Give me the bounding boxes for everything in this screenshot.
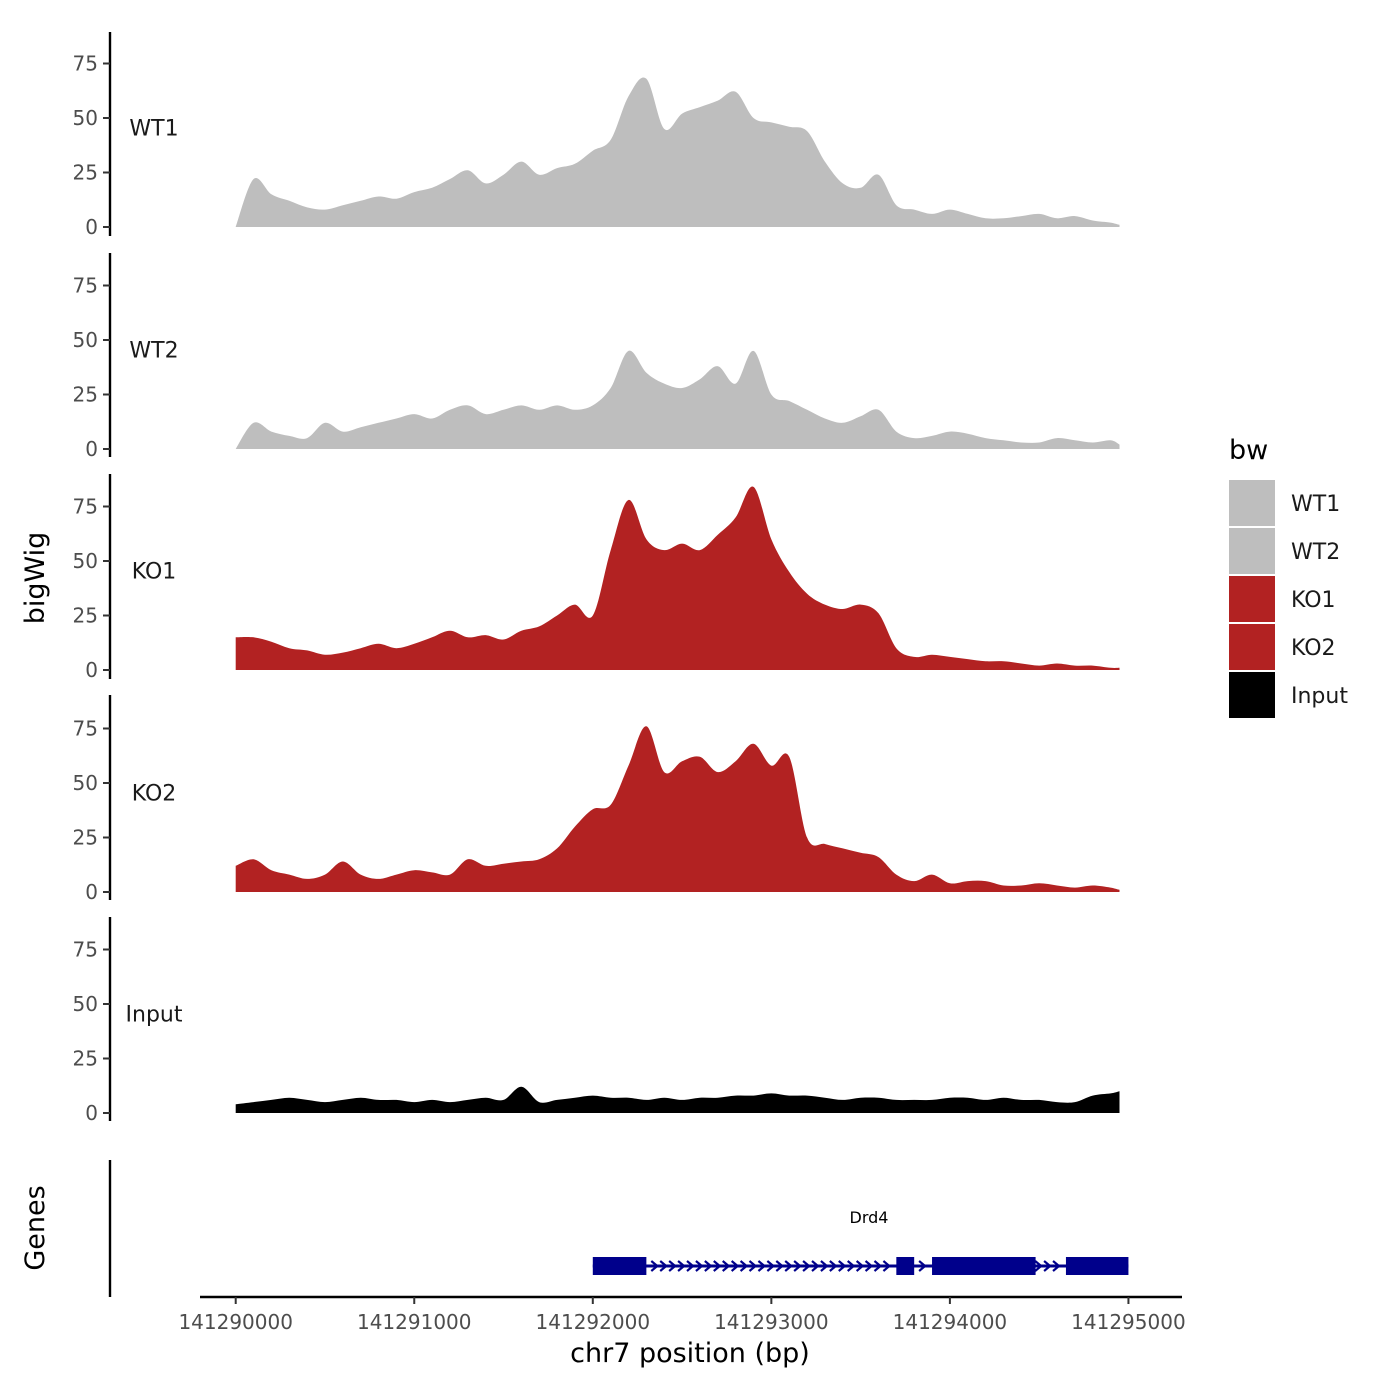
coverage-tracks: 0 25 50 75 WT1 0 25 50 75 WT2 0 25 50 75 KO1 0 25 50 75 KO2…: [73, 32, 1120, 1125]
strand-arrow: [748, 1260, 758, 1272]
x-axis: 141290000 141291000 141292000 141293000 1412…: [178, 1295, 1186, 1334]
legend-label: KO2: [1291, 636, 1336, 661]
strand-arrow: [802, 1260, 811, 1272]
x-tick-label: 141295000: [1071, 1310, 1186, 1334]
strand-arrow: [766, 1260, 776, 1272]
strand-arrow: [668, 1260, 677, 1272]
strand-arrow: [784, 1260, 793, 1272]
y-tick-label: 75: [73, 938, 98, 962]
genes-axis-title: Genes: [20, 1185, 51, 1270]
gene-exon: [1065, 1257, 1129, 1275]
strand-arrow: [820, 1260, 829, 1272]
y-tick-label: 25: [73, 1047, 98, 1071]
legend-label: KO1: [1291, 588, 1336, 613]
y-axis-title: bigWig: [20, 532, 51, 625]
strand-arrow: [793, 1260, 802, 1272]
y-tick-label: 25: [73, 604, 98, 628]
strand-arrow: [1043, 1260, 1052, 1272]
y-tick-label: 0: [85, 1101, 98, 1125]
strand-arrow: [882, 1260, 892, 1272]
strand-arrow: [739, 1260, 749, 1272]
strand-arrow: [713, 1260, 722, 1272]
legend-label: WT1: [1291, 492, 1340, 517]
coverage-area-wt1: [235, 77, 1120, 228]
track-label: Input: [126, 1002, 183, 1027]
track-input: 0 25 50 75 Input: [73, 917, 1120, 1125]
track-ko1: 0 25 50 75 KO1: [73, 474, 1120, 682]
coverage-area-wt2: [235, 350, 1120, 449]
strand-arrow: [1034, 1260, 1043, 1272]
track-label: KO2: [132, 781, 177, 806]
coverage-area-input: [235, 1086, 1120, 1113]
y-tick-label: 50: [73, 549, 98, 573]
y-tick-label: 50: [73, 106, 98, 130]
y-tick-label: 0: [85, 658, 98, 682]
legend-title: bw: [1229, 435, 1268, 466]
strand-arrow: [864, 1260, 874, 1272]
strand-arrow: [659, 1260, 668, 1272]
y-tick-label: 75: [73, 52, 98, 76]
strand-arrow: [695, 1260, 704, 1272]
gene-exon: [932, 1257, 1036, 1275]
legend-label: Input: [1291, 684, 1348, 709]
coverage-area-ko2: [235, 726, 1120, 892]
legend-key-wt1: [1229, 480, 1275, 526]
y-tick-label: 25: [73, 383, 98, 407]
strand-arrow: [757, 1260, 767, 1272]
gene-exon: [592, 1257, 647, 1275]
gene-exon: [896, 1257, 915, 1275]
strand-arrow: [722, 1260, 731, 1272]
x-tick-label: 141293000: [714, 1310, 829, 1334]
strand-arrow: [873, 1260, 883, 1272]
track-label: WT2: [129, 338, 178, 363]
track-label: WT1: [129, 116, 178, 141]
strand-arrow: [811, 1260, 820, 1272]
y-tick-label: 0: [85, 437, 98, 461]
y-tick-label: 50: [73, 328, 98, 352]
y-tick-label: 75: [73, 495, 98, 519]
strand-arrow: [775, 1260, 784, 1272]
legend-key-input: [1229, 672, 1275, 718]
legend-key-wt2: [1229, 528, 1275, 574]
strand-arrow: [650, 1260, 660, 1272]
gene-track: Drd4: [108, 1160, 1129, 1297]
x-tick-label: 141292000: [536, 1310, 651, 1334]
strand-arrow: [1052, 1260, 1061, 1272]
strand-arrow: [686, 1260, 695, 1272]
track-label: KO1: [132, 559, 177, 584]
strand-arrow: [677, 1260, 686, 1272]
y-tick-label: 75: [73, 717, 98, 741]
strand-arrow: [704, 1260, 713, 1272]
y-tick-label: 0: [85, 215, 98, 239]
x-axis-title: chr7 position (bp): [570, 1338, 810, 1369]
strand-arrow: [846, 1260, 856, 1272]
legend: bw WT1 WT2 KO1 KO2 Input: [1229, 435, 1348, 718]
strand-arrow: [855, 1260, 865, 1272]
strand-arrow: [730, 1260, 740, 1272]
strand-arrow: [838, 1260, 847, 1272]
y-tick-label: 75: [73, 274, 98, 298]
y-tick-label: 25: [73, 161, 98, 185]
coverage-area-ko1: [235, 486, 1120, 670]
y-tick-label: 25: [73, 826, 98, 850]
x-tick-label: 141290000: [178, 1310, 293, 1334]
x-tick-label: 141294000: [893, 1310, 1008, 1334]
legend-key-ko2: [1229, 624, 1275, 670]
y-tick-label: 50: [73, 992, 98, 1016]
track-wt1: 0 25 50 75 WT1: [73, 32, 1120, 239]
track-wt2: 0 25 50 75 WT2: [73, 253, 1120, 461]
legend-label: WT2: [1291, 540, 1340, 565]
strand-arrow: [918, 1260, 927, 1272]
y-tick-label: 0: [85, 880, 98, 904]
strand-arrow: [829, 1260, 838, 1272]
gene-name-label: Drd4: [850, 1208, 889, 1227]
legend-key-ko1: [1229, 576, 1275, 622]
x-tick-label: 141291000: [357, 1310, 472, 1334]
track-ko2: 0 25 50 75 KO2: [73, 695, 1120, 904]
y-tick-label: 50: [73, 771, 98, 795]
